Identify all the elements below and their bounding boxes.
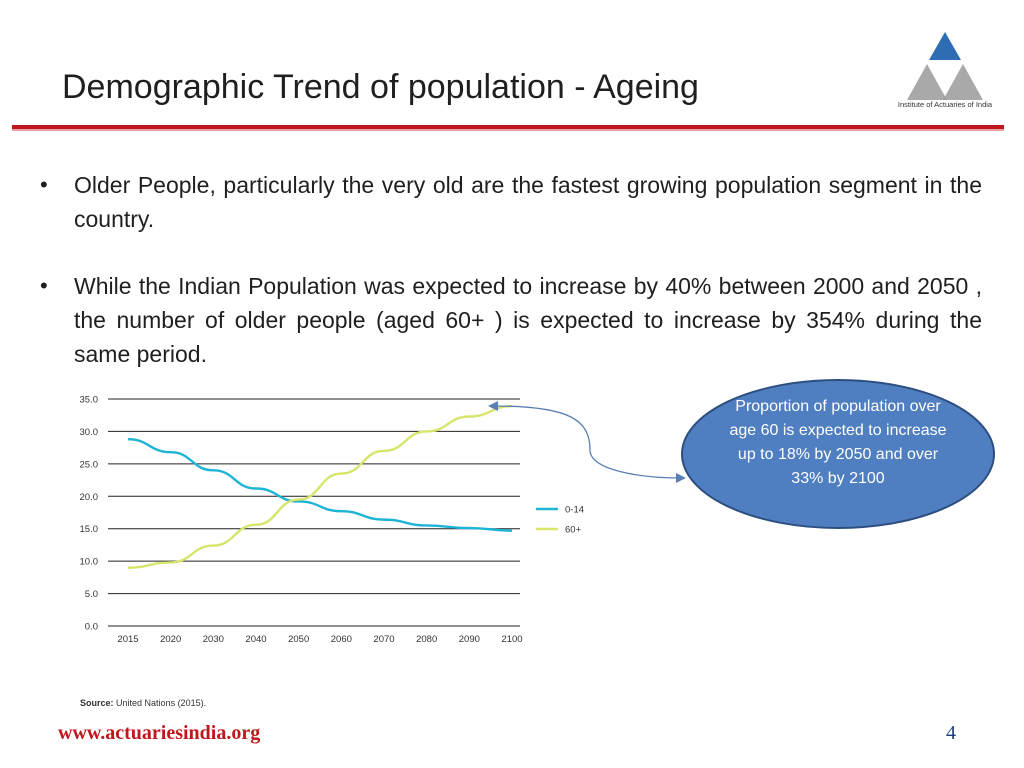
title-divider-shadow xyxy=(12,129,1004,131)
y-tick-label: 20.0 xyxy=(80,492,99,503)
x-tick-label: 2100 xyxy=(501,634,522,645)
institute-logo xyxy=(907,32,983,100)
legend-label: 60+ xyxy=(565,525,582,536)
page-number: 4 xyxy=(946,722,956,744)
logo-center-triangle xyxy=(935,64,955,82)
x-tick-label: 2040 xyxy=(245,634,266,645)
callout-ellipse xyxy=(681,379,995,529)
callout-connector xyxy=(488,401,686,483)
y-tick-label: 25.0 xyxy=(80,459,99,470)
series-line-60plus xyxy=(127,404,513,569)
x-tick-label: 2015 xyxy=(117,634,138,645)
source-text: United Nations (2015). xyxy=(116,698,207,708)
bullet-text: Older People, particularly the very old … xyxy=(74,172,982,232)
source-label: Source: xyxy=(80,698,114,708)
callout-text: Proportion of population over age 60 is … xyxy=(729,398,947,487)
footer-url[interactable]: www.actuariesindia.org xyxy=(58,722,261,744)
bullet-list: • Older People, particularly the very old… xyxy=(40,168,982,404)
logo-top-triangle xyxy=(929,32,961,60)
y-tick-label: 15.0 xyxy=(80,524,99,535)
y-tick-label: 5.0 xyxy=(85,589,98,600)
logo-right-triangle xyxy=(943,64,983,100)
x-tick-label: 2060 xyxy=(331,634,352,645)
bullet-item: • While the Indian Population was expecte… xyxy=(40,269,982,371)
x-tick-label: 2090 xyxy=(459,634,480,645)
connector-curve xyxy=(493,405,681,479)
x-tick-label: 2050 xyxy=(288,634,309,645)
bullet-item: • Older People, particularly the very old… xyxy=(40,168,982,236)
x-tick-label: 2030 xyxy=(203,634,224,645)
title-divider xyxy=(12,125,1004,129)
connector-arrow-start xyxy=(488,401,498,411)
y-tick-label: 0.0 xyxy=(85,622,98,633)
slide-title: Demographic Trend of population - Ageing xyxy=(62,68,699,106)
bullet-icon: • xyxy=(40,273,48,298)
bullet-icon: • xyxy=(40,172,48,197)
series-line-0-14 xyxy=(127,438,513,532)
connector-arrow-end xyxy=(676,473,686,483)
population-line-chart: 35.0 30.0 25.0 20.0 15.0 10.0 5.0 0.0 2015 2020 20… xyxy=(80,395,585,646)
x-tick-label: 2070 xyxy=(373,634,394,645)
bullet-text: While the Indian Population was expected… xyxy=(74,273,982,367)
chart-source: Source: United Nations (2015). xyxy=(80,698,206,708)
x-tick-label: 2080 xyxy=(416,634,437,645)
logo-caption: Institute of Actuaries of India xyxy=(897,100,993,109)
y-tick-label: 10.0 xyxy=(80,557,99,568)
y-tick-label: 35.0 xyxy=(80,395,99,406)
logo-left-triangle xyxy=(907,64,947,100)
x-tick-label: 2020 xyxy=(160,634,181,645)
y-tick-label: 30.0 xyxy=(80,427,99,438)
legend-label: 0-14 xyxy=(565,505,584,516)
callout-bubble xyxy=(681,379,995,529)
